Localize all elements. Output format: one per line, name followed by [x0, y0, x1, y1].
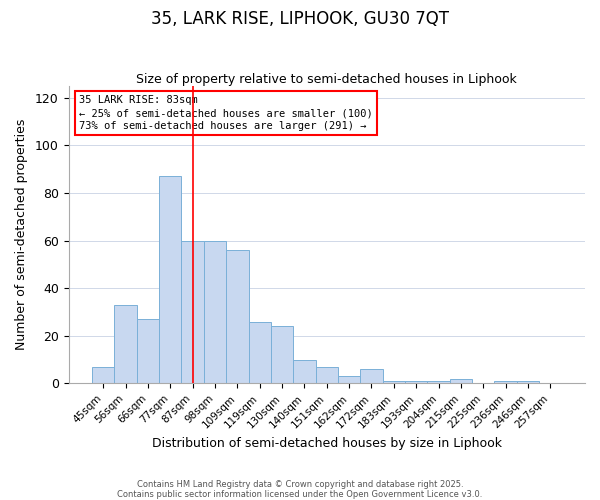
Bar [494, 381, 517, 384]
Bar [115, 305, 137, 384]
Bar [338, 376, 361, 384]
Bar [361, 369, 383, 384]
Bar [405, 381, 427, 384]
Bar [137, 319, 159, 384]
Bar [293, 360, 316, 384]
Bar [383, 381, 405, 384]
Bar [204, 240, 226, 384]
Bar [271, 326, 293, 384]
Title: Size of property relative to semi-detached houses in Liphook: Size of property relative to semi-detach… [136, 73, 517, 86]
Bar [92, 367, 115, 384]
Y-axis label: Number of semi-detached properties: Number of semi-detached properties [15, 119, 28, 350]
X-axis label: Distribution of semi-detached houses by size in Liphook: Distribution of semi-detached houses by … [152, 437, 502, 450]
Bar [450, 378, 472, 384]
Bar [226, 250, 248, 384]
Bar [316, 367, 338, 384]
Bar [427, 381, 450, 384]
Bar [159, 176, 181, 384]
Text: 35, LARK RISE, LIPHOOK, GU30 7QT: 35, LARK RISE, LIPHOOK, GU30 7QT [151, 10, 449, 28]
Text: 35 LARK RISE: 83sqm
← 25% of semi-detached houses are smaller (100)
73% of semi-: 35 LARK RISE: 83sqm ← 25% of semi-detach… [79, 95, 373, 132]
Bar [517, 381, 539, 384]
Text: Contains HM Land Registry data © Crown copyright and database right 2025.
Contai: Contains HM Land Registry data © Crown c… [118, 480, 482, 499]
Bar [181, 240, 204, 384]
Bar [248, 322, 271, 384]
